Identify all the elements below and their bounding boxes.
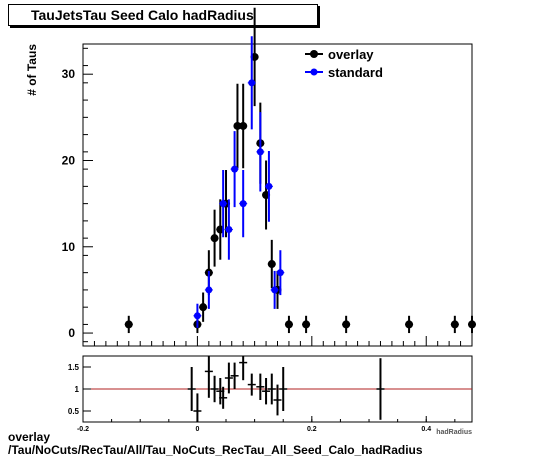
data-point: [342, 320, 351, 329]
legend-entry-label: standard: [328, 65, 383, 80]
ratio-x-tick-label: 0: [195, 426, 199, 433]
ratio-x-tick-label: 0.2: [307, 426, 317, 433]
data-point: [271, 286, 279, 294]
data-point: [233, 121, 242, 130]
data-point: [248, 79, 256, 87]
data-point: [265, 182, 273, 190]
ratio-y-tick-label: 1: [75, 385, 80, 394]
data-point: [231, 165, 239, 173]
ratio-x-tick-label: 0.4: [421, 426, 431, 433]
footer-line2: /Tau/NoCuts/RecTau/All/Tau_NoCuts_RecTau…: [8, 443, 423, 457]
title-box: TauJetsTau Seed Calo hadRadius: [8, 4, 318, 26]
data-point: [468, 320, 476, 329]
footer-caption: overlay /Tau/NoCuts/RecTau/All/Tau_NoCut…: [8, 431, 423, 457]
y-axis-label: # of Taus: [25, 44, 39, 96]
chart-title: TauJetsTau Seed Calo hadRadius: [31, 7, 254, 23]
data-point: [219, 200, 227, 208]
data-point: [225, 226, 233, 234]
legend-entry-label: overlay: [328, 47, 374, 62]
data-point: [405, 320, 414, 329]
data-point: [256, 148, 264, 156]
ratio-y-tick-label: 1.5: [68, 363, 80, 372]
legend-marker: [310, 50, 318, 58]
data-point: [239, 121, 248, 130]
data-point: [210, 234, 219, 243]
data-point: [302, 320, 311, 329]
ratio-y-tick-label: 0.5: [68, 407, 80, 416]
y-tick-label: 20: [62, 153, 76, 167]
data-point: [239, 200, 247, 208]
data-point: [205, 286, 213, 294]
y-tick-label: 30: [62, 67, 76, 81]
data-point: [284, 320, 293, 329]
y-tick-label: 0: [68, 326, 75, 340]
x-axis-label: hadRadius: [436, 429, 472, 436]
data-point: [199, 303, 208, 312]
footer-line1: overlay: [8, 430, 51, 444]
data-point: [267, 260, 276, 269]
data-point: [450, 320, 459, 329]
data-point: [124, 320, 133, 329]
ratio-x-tick-label: -0.2: [77, 426, 89, 433]
data-point: [276, 269, 284, 277]
data-point: [193, 312, 201, 320]
y-tick-label: 10: [62, 240, 76, 254]
legend-marker: [310, 68, 318, 76]
